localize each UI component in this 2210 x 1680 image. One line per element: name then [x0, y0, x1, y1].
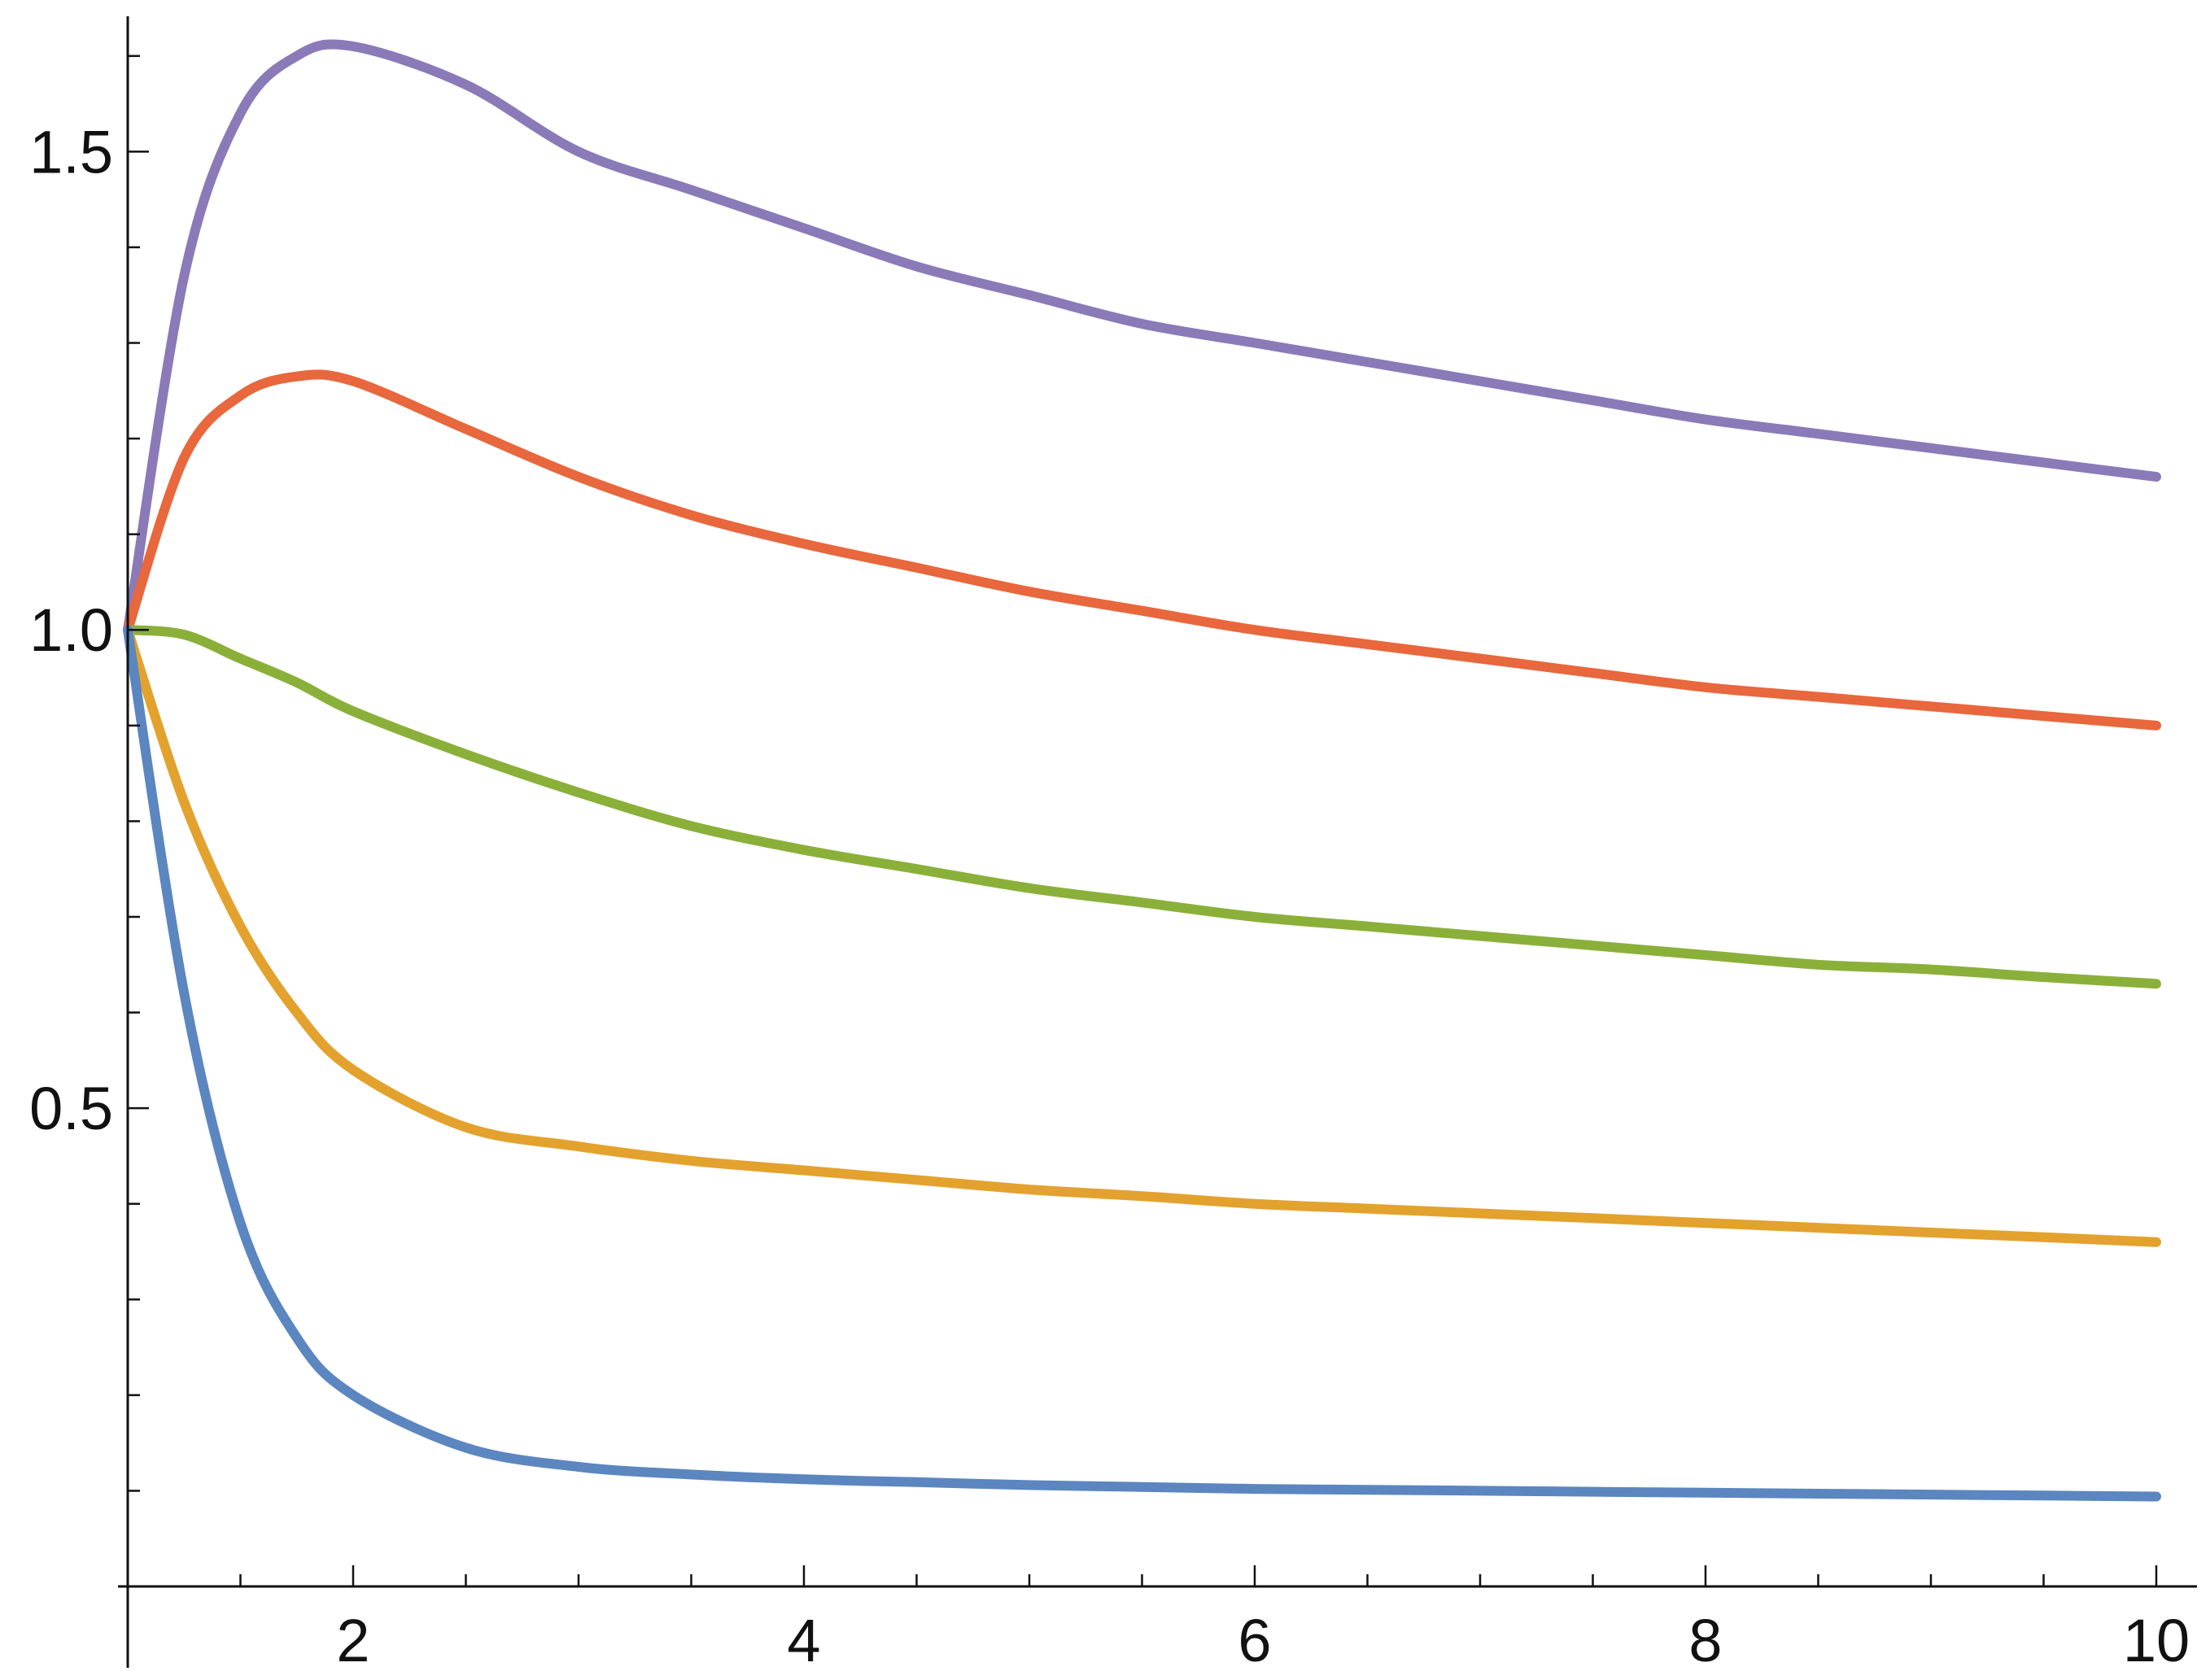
series-line-3 [123, 625, 2161, 989]
series-layer [123, 39, 2161, 1502]
series-line-1 [123, 39, 2161, 635]
y-tick-label: 0.5 [29, 1075, 113, 1142]
series-line-2 [123, 369, 2161, 731]
y-tick-label: 1.0 [29, 596, 113, 664]
x-tick-label: 4 [787, 1607, 820, 1674]
x-tick-label: 6 [1238, 1607, 1271, 1674]
axes-layer: 2 4 6 8 10 0.5 1.0 1.5 [29, 16, 2197, 1674]
y-tick-label: 1.5 [29, 118, 113, 185]
series-line-5 [123, 625, 2161, 1502]
x-tick-label: 2 [336, 1607, 369, 1674]
x-ticks: 2 4 6 8 10 [239, 1565, 2190, 1674]
series-line-4 [123, 625, 2161, 1247]
y-ticks: 0.5 1.0 1.5 [29, 55, 149, 1492]
x-tick-label: 10 [2123, 1607, 2190, 1674]
x-tick-label: 8 [1688, 1607, 1722, 1674]
